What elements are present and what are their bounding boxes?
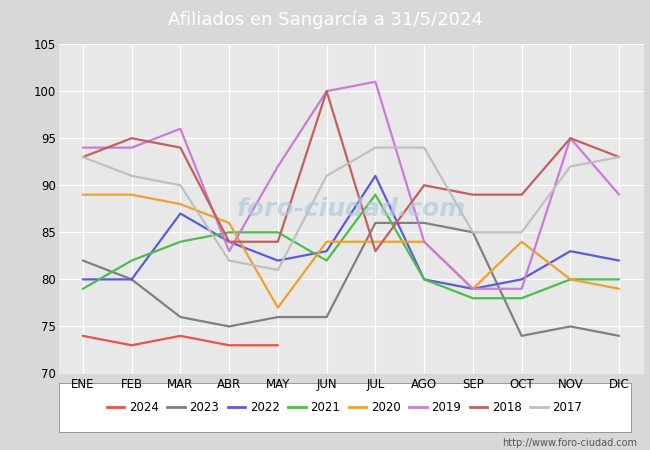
Legend: 2024, 2023, 2022, 2021, 2020, 2019, 2018, 2017: 2024, 2023, 2022, 2021, 2020, 2019, 2018… bbox=[102, 396, 587, 418]
Text: Afiliados en Sangarcía a 31/5/2024: Afiliados en Sangarcía a 31/5/2024 bbox=[168, 10, 482, 29]
Text: http://www.foro-ciudad.com: http://www.foro-ciudad.com bbox=[502, 438, 637, 448]
Text: foro-ciudad.com: foro-ciudad.com bbox=[237, 197, 465, 221]
